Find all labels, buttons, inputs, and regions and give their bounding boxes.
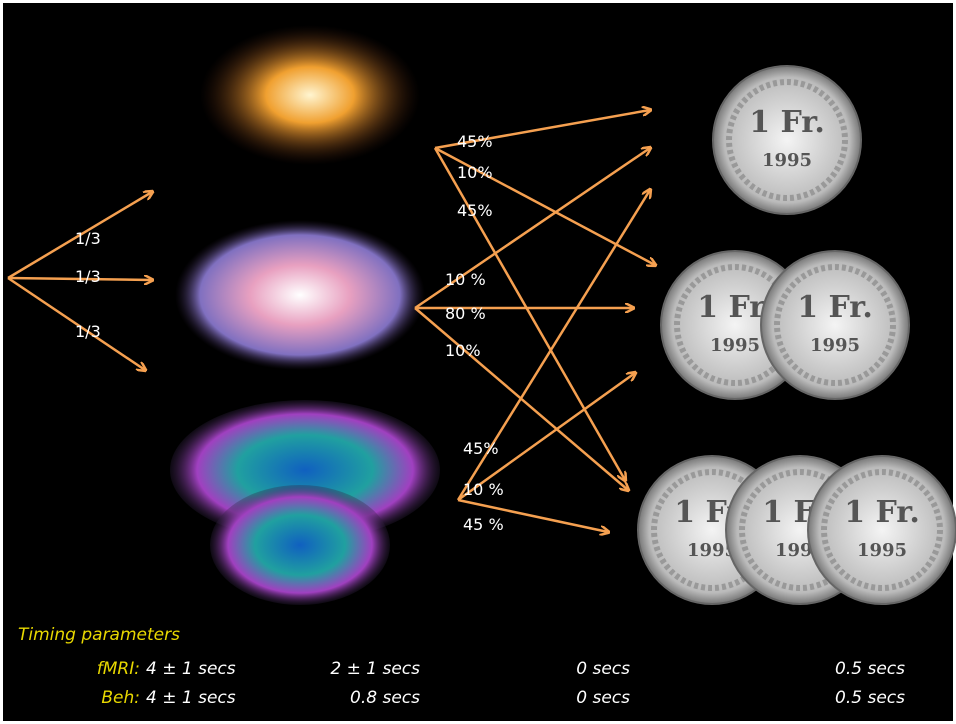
probability: 1/3	[75, 229, 101, 248]
timing-title: Timing parameters	[18, 625, 180, 645]
coin-year: 1995	[687, 540, 737, 561]
arrow	[457, 373, 635, 502]
probability: 45%	[457, 132, 493, 151]
timing-row-label: fMRI:	[97, 659, 140, 679]
arrow	[7, 278, 152, 280]
coin-year: 1995	[762, 150, 812, 171]
arrow	[7, 276, 145, 370]
probability: 10%	[445, 341, 481, 360]
coin-ring	[821, 469, 943, 591]
timing-value: 4 ± 1 secs	[146, 659, 236, 679]
coin-year: 1995	[810, 335, 860, 356]
probability: 10 %	[463, 480, 504, 499]
coin-ring	[774, 264, 896, 386]
probability: 1/3	[75, 267, 101, 286]
probability: 10 %	[445, 270, 486, 289]
timing-value: 0.8 secs	[350, 688, 420, 708]
coin-denomination: 1 Fr.	[844, 495, 920, 530]
labels: 1/3 1/3 1/3 45% 10% 45% 10 % 80 % 10% 45% 10 % 45 %…	[18, 132, 905, 708]
arrow	[7, 192, 152, 280]
timing-value: 4 ± 1 secs	[146, 688, 236, 708]
fractal-image	[175, 220, 425, 370]
coin-year: 1995	[857, 540, 907, 561]
timing-row-label: Beh:	[101, 688, 140, 708]
timing-value: 0 secs	[576, 688, 630, 708]
coin-denomination: 1 Fr.	[697, 290, 773, 325]
arrows	[7, 110, 655, 532]
arrow	[457, 498, 608, 532]
coin-denomination: 1 Fr.	[749, 105, 825, 140]
coin	[712, 65, 862, 215]
coin-denomination: 1 Fr.	[797, 290, 873, 325]
fractal-image	[200, 25, 420, 165]
timing-value: 0.5 secs	[835, 659, 905, 679]
timing-value: 2 ± 1 secs	[330, 659, 420, 679]
probability: 80 %	[445, 304, 486, 323]
probability: 45 %	[463, 515, 504, 534]
arrow	[456, 190, 650, 501]
coin-ring	[726, 79, 848, 201]
timing-value: 0 secs	[576, 659, 630, 679]
fractal-image	[210, 485, 390, 605]
arrow	[414, 148, 650, 310]
probability: 10%	[457, 163, 493, 182]
timing-value: 0.5 secs	[835, 688, 905, 708]
probability: 45%	[457, 201, 493, 220]
coin-year: 1995	[710, 335, 760, 356]
arrow	[434, 146, 655, 265]
probability: 45%	[463, 439, 499, 458]
arrow	[433, 147, 625, 480]
arrow	[434, 110, 650, 150]
probability: 1/3	[75, 322, 101, 341]
coin	[807, 455, 956, 605]
coin	[760, 250, 910, 400]
